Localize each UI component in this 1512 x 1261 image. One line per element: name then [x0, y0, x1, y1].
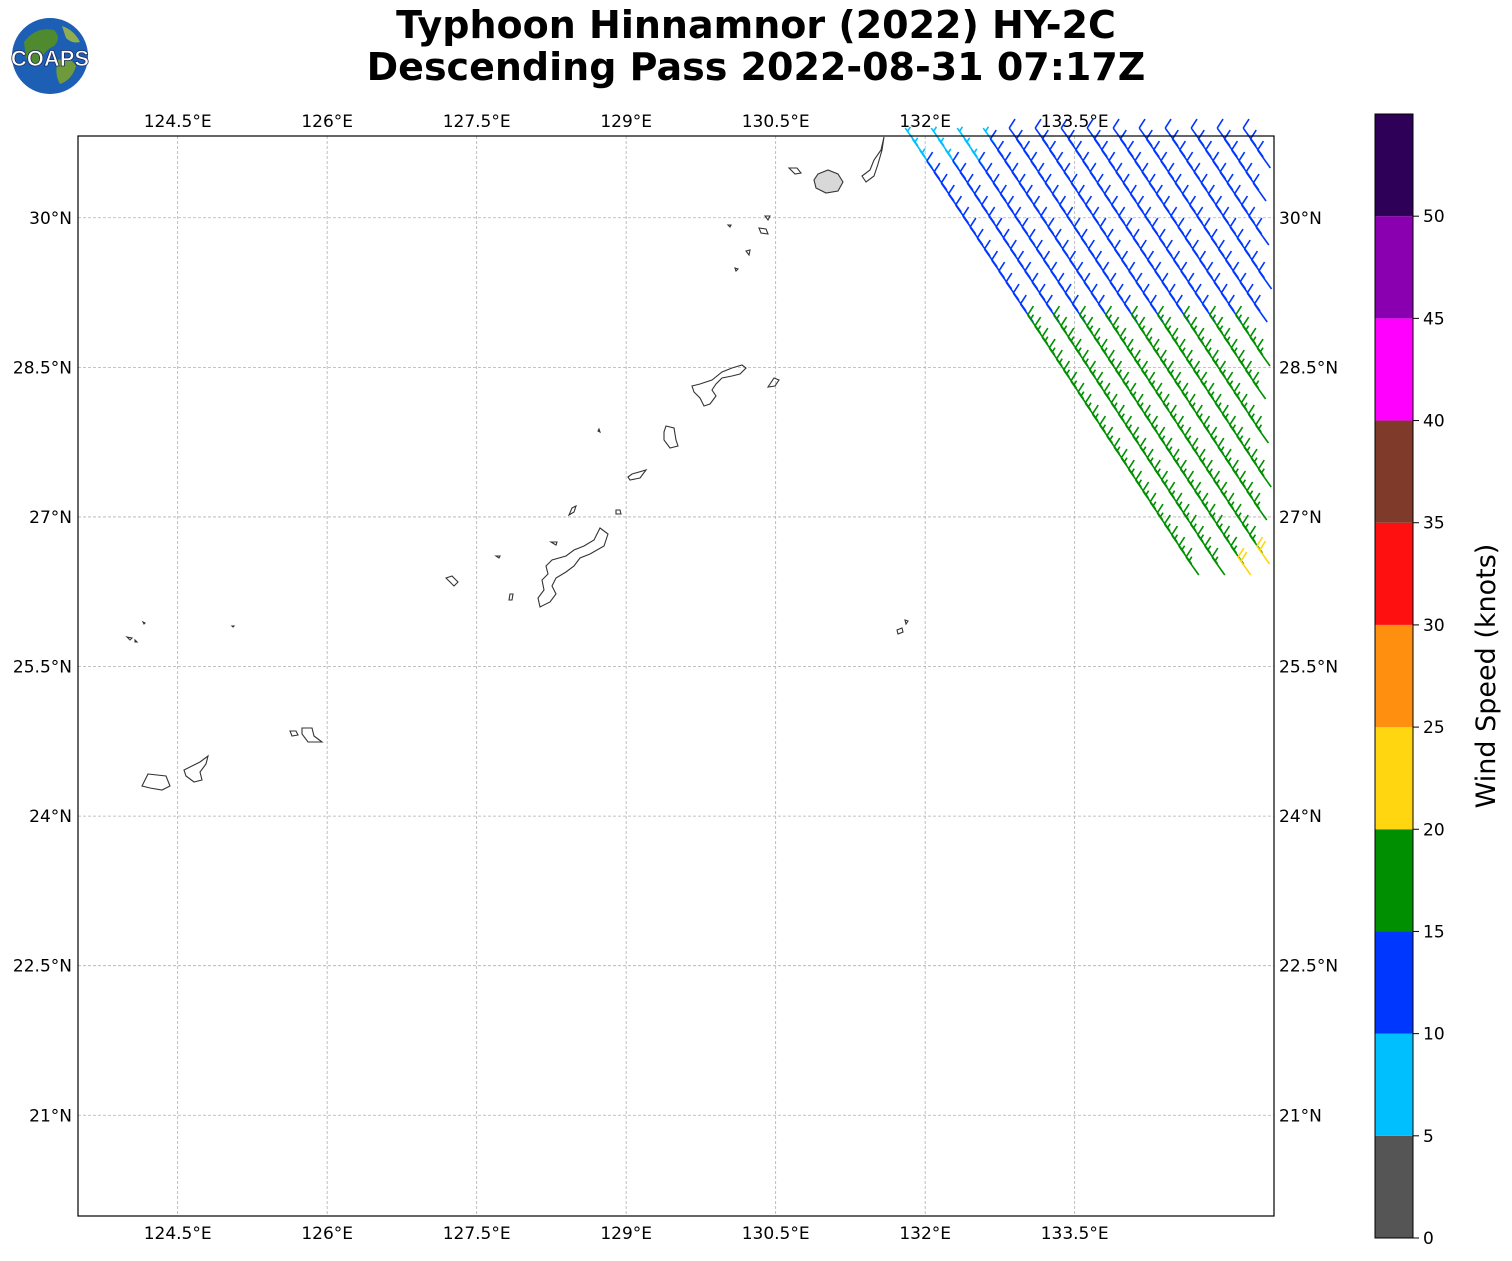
wind-barb [1253, 492, 1268, 521]
wind-barb [1256, 140, 1272, 169]
map-title: Typhoon Hinnamnor (2022) HY-2C Descendin… [0, 4, 1512, 88]
title-line-2: Descending Pass 2022-08-31 07:17Z [366, 45, 1146, 89]
lat-tick-label: 27°N [1279, 508, 1322, 528]
colorbar-label: Wind Speed (knots) [1471, 544, 1502, 809]
lon-tick-label: 130.5°E [742, 1224, 810, 1244]
lon-ticks-bottom: 124.5°E 126°E 127.5°E 129°E 130.5°E 132°E 133.… [144, 1224, 1109, 1244]
lat-ticks-left: 30°N 28.5°N 27°N 25.5°N 24°N 22.5°N 21°N [13, 209, 72, 1127]
lon-tick-label: 132°E [899, 1224, 951, 1244]
title-line-1: Typhoon Hinnamnor (2022) HY-2C [396, 3, 1116, 47]
colorbar-bin [1375, 522, 1413, 625]
colorbar: 0 5 10 15 20 25 30 35 40 45 50 [1374, 113, 1445, 1249]
lon-ticks-top: 124.5°E 126°E 127.5°E 129°E 130.5°E 132°E 133.… [144, 112, 1109, 132]
colorbar-bin [1375, 318, 1413, 421]
lat-tick-label: 28.5°N [13, 358, 72, 378]
lat-tick-label: 24°N [29, 807, 72, 827]
lat-tick-label: 27°N [29, 508, 72, 528]
lon-tick-label: 133.5°E [1041, 1224, 1109, 1244]
wind-barb [1237, 547, 1252, 576]
wind-barb [1256, 338, 1271, 367]
wind-barb [1185, 547, 1200, 576]
wind-barbs [904, 118, 1273, 576]
gridlines [78, 136, 1274, 1216]
lat-ticks-right: 30°N 28.5°N 27°N 25.5°N 24°N 22.5°N 21°N [1279, 209, 1338, 1127]
colorbar-frame [1374, 113, 1414, 1239]
lon-tick-label: 124.5°E [144, 1224, 212, 1244]
wind-barb [1257, 459, 1272, 488]
colorbar-tick-label: 35 [1423, 514, 1445, 534]
lon-tick-label: 130.5°E [742, 112, 810, 132]
colorbar-bin [1375, 931, 1413, 1034]
colorbar-bin [1375, 114, 1413, 217]
colorbar-tick-label: 25 [1423, 718, 1445, 738]
lon-tick-label: 129°E [600, 112, 652, 132]
colorbar-tick-label: 40 [1423, 412, 1445, 432]
lon-tick-label: 124.5°E [144, 112, 212, 132]
colorbar-bin [1375, 1033, 1413, 1136]
colorbar-bin [1375, 420, 1413, 523]
colorbar-bin [1375, 727, 1413, 830]
colorbar-tick-label: 30 [1423, 616, 1445, 636]
lon-tick-label: 129°E [600, 1224, 652, 1244]
wind-barb [1258, 261, 1273, 290]
wind-barb [1255, 217, 1270, 246]
colorbar-bin [1375, 624, 1413, 728]
lat-tick-label: 30°N [29, 209, 72, 229]
wind-barb [1253, 294, 1268, 323]
colorbar-tick-label: 0 [1423, 1229, 1434, 1249]
colorbar-tick-label: 45 [1423, 309, 1445, 329]
lat-tick-label: 25.5°N [1279, 658, 1338, 678]
wind-barb [1254, 415, 1270, 444]
lat-tick-label: 24°N [1279, 807, 1322, 827]
colorbar-bin [1375, 829, 1413, 932]
colorbar-tick-label: 50 [1423, 207, 1445, 227]
lat-tick-label: 25.5°N [13, 658, 72, 678]
svg-text:COAPS: COAPS [11, 46, 89, 71]
wind-barb [1252, 173, 1267, 202]
lon-tick-label: 126°E [301, 1224, 353, 1244]
wind-barb [1211, 547, 1226, 576]
lat-tick-label: 30°N [1279, 209, 1322, 229]
colorbar-tick-label: 5 [1423, 1127, 1434, 1147]
coaps-globe-logo-icon: COAPS [10, 18, 90, 94]
lon-tick-label: 132°E [899, 112, 951, 132]
map-frame [77, 135, 1275, 1217]
lat-tick-label: 28.5°N [1279, 358, 1338, 378]
lat-tick-label: 21°N [29, 1106, 72, 1126]
lon-tick-label: 127.5°E [443, 112, 511, 132]
lon-tick-label: 133.5°E [1041, 112, 1109, 132]
colorbar-bin [1375, 216, 1413, 319]
wind-barb [1256, 536, 1271, 565]
coastlines [125, 136, 909, 791]
wind-barb [1252, 371, 1267, 400]
lat-tick-label: 21°N [1279, 1106, 1322, 1126]
lat-tick-label: 22.5°N [1279, 957, 1338, 977]
colorbar-tick-label: 20 [1423, 820, 1445, 840]
colorbar-tick-label: 15 [1423, 922, 1445, 942]
colorbar-bin [1375, 1135, 1413, 1238]
lat-tick-label: 22.5°N [13, 957, 72, 977]
lon-tick-label: 127.5°E [443, 1224, 511, 1244]
lon-tick-label: 126°E [301, 112, 353, 132]
colorbar-tick-label: 10 [1423, 1025, 1445, 1045]
